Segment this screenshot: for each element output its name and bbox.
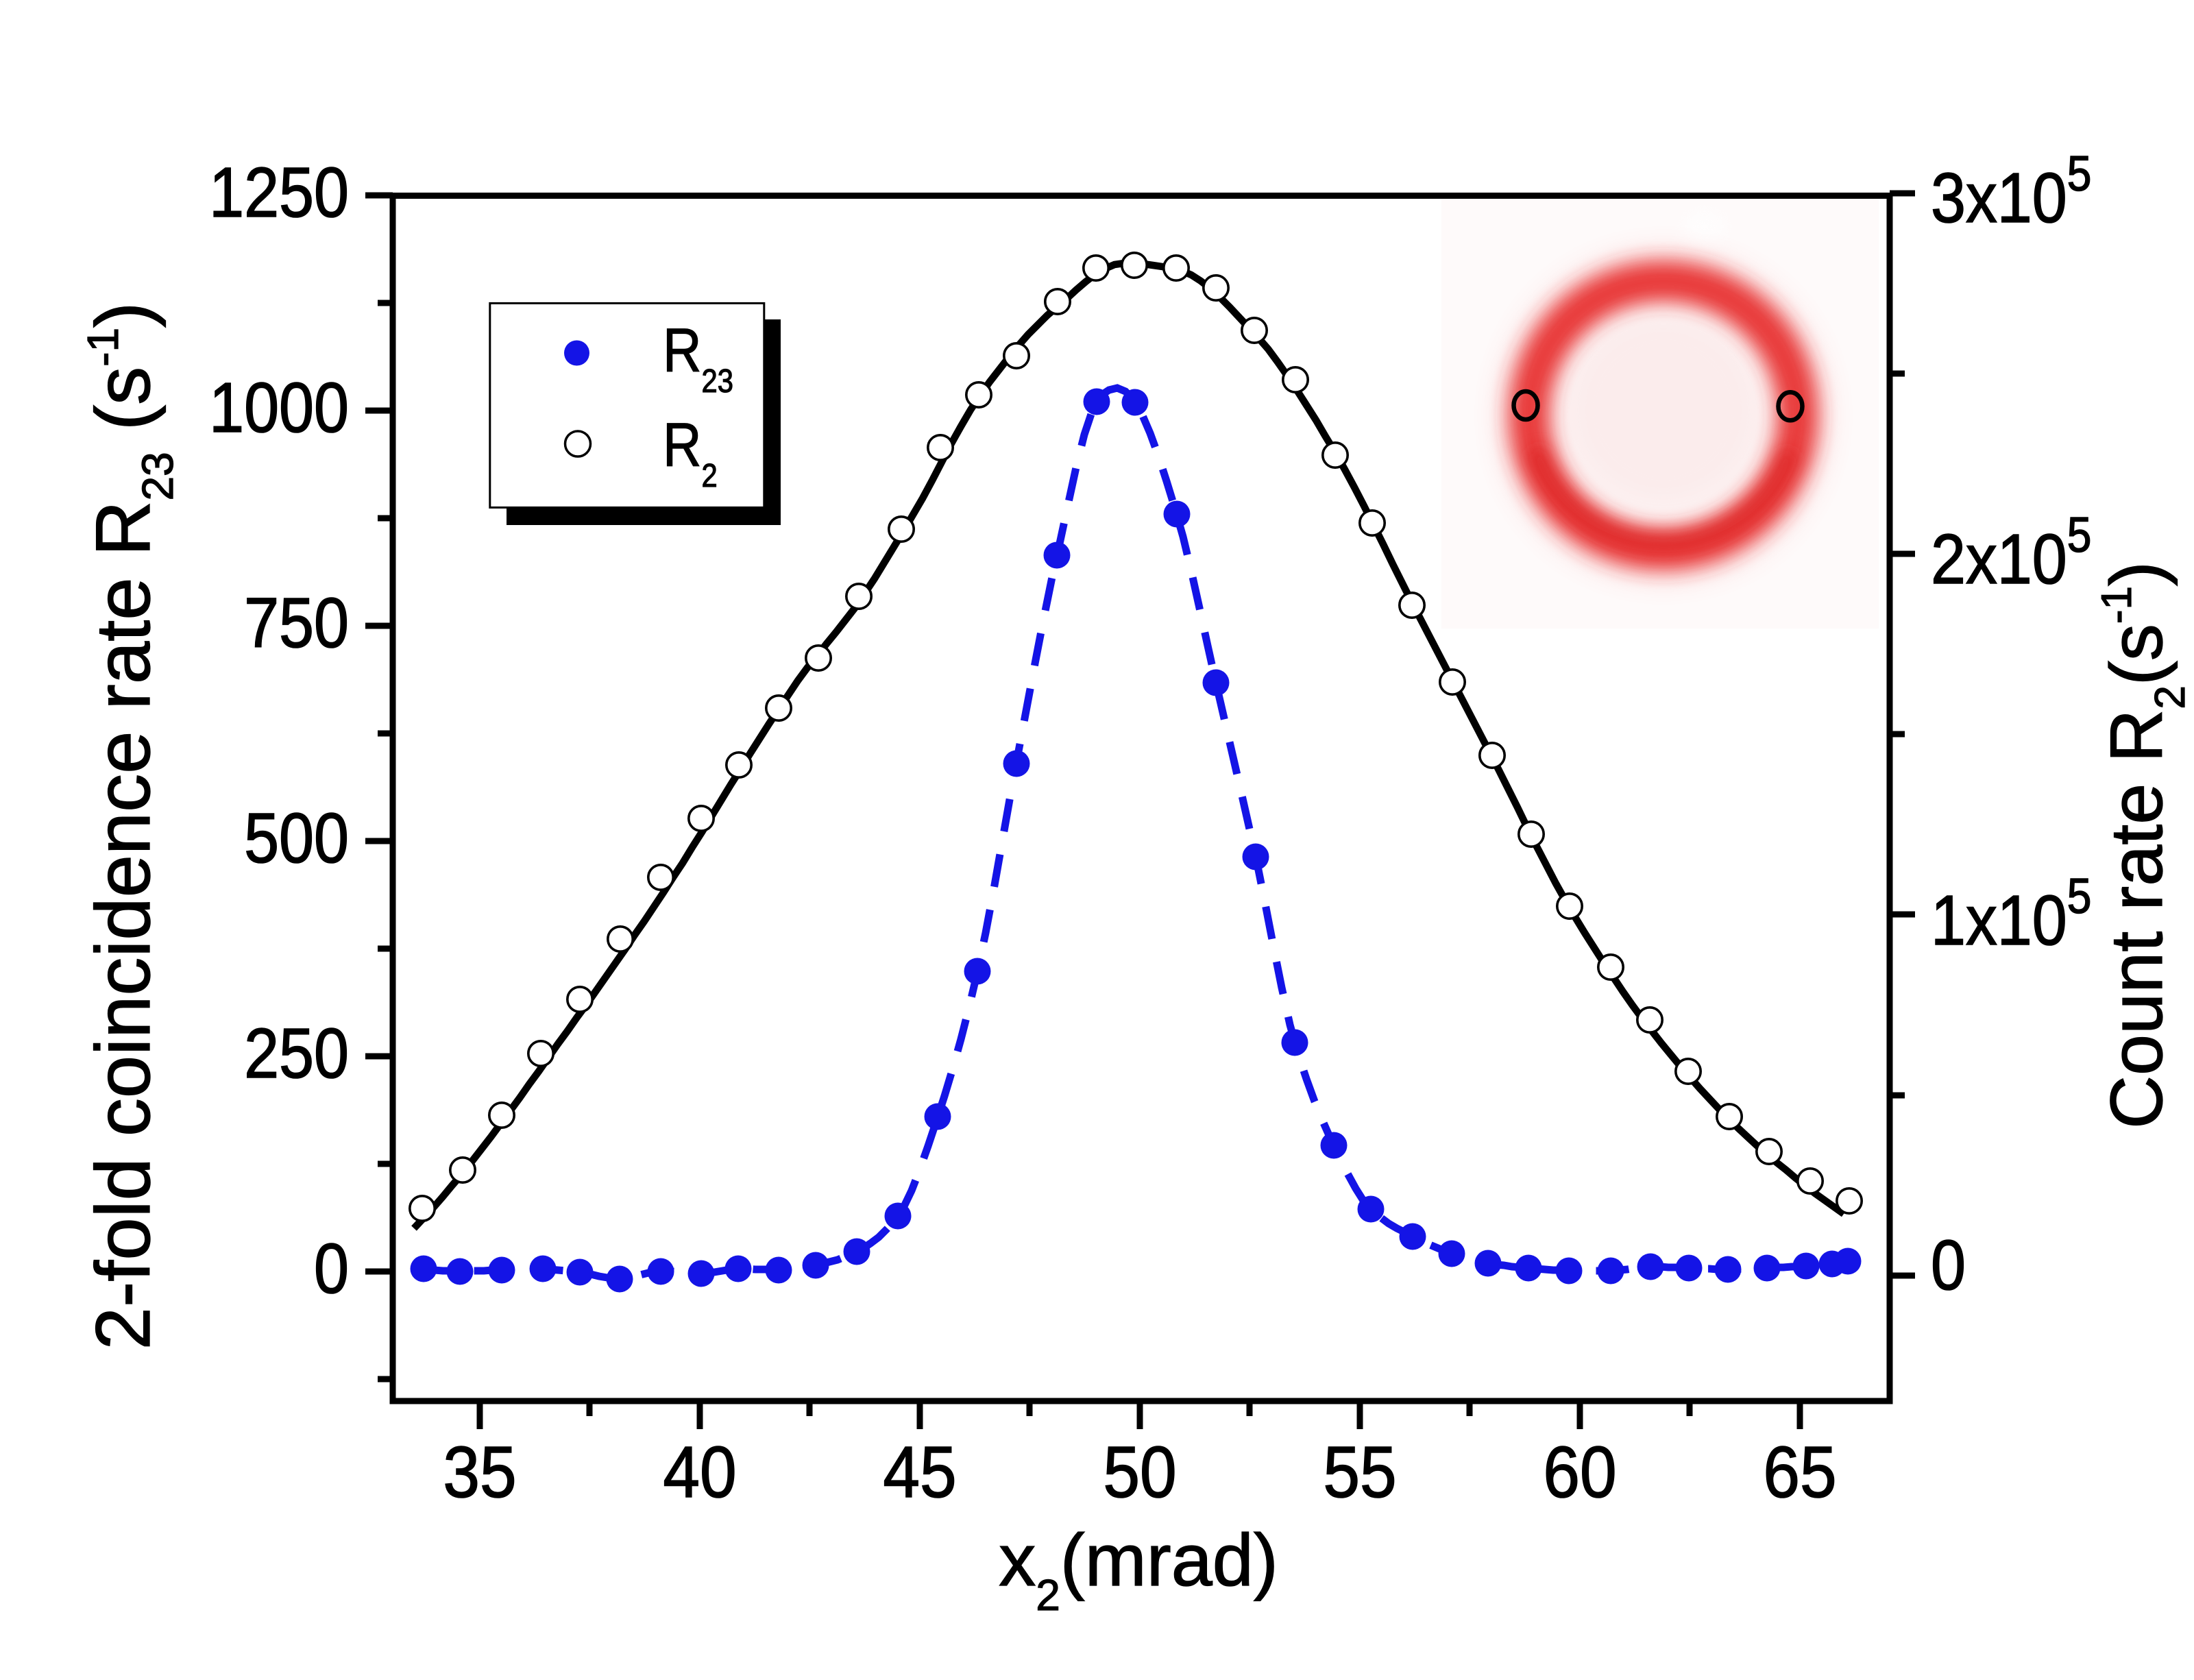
svg-text:40: 40: [663, 1432, 736, 1513]
svg-text:1000: 1000: [209, 368, 349, 447]
svg-text:Count rate R2(s-1): Count rate R2(s-1): [2093, 561, 2194, 1129]
svg-text:2x105: 2x105: [1931, 508, 2091, 599]
svg-text:60: 60: [1543, 1432, 1616, 1513]
svg-text:55: 55: [1323, 1432, 1396, 1513]
svg-text:3x105: 3x105: [1931, 147, 2091, 238]
svg-text:50: 50: [1103, 1432, 1176, 1513]
svg-text:0: 0: [1931, 1226, 1966, 1304]
svg-text:250: 250: [244, 1014, 349, 1093]
svg-text:35: 35: [443, 1432, 516, 1513]
svg-text:1x105: 1x105: [1931, 869, 2091, 960]
svg-text:65: 65: [1763, 1432, 1836, 1513]
svg-text:1250: 1250: [209, 153, 349, 232]
svg-text:45: 45: [883, 1432, 956, 1513]
svg-text:750: 750: [244, 583, 349, 662]
svg-text:0: 0: [314, 1229, 349, 1308]
svg-text:500: 500: [244, 799, 349, 877]
